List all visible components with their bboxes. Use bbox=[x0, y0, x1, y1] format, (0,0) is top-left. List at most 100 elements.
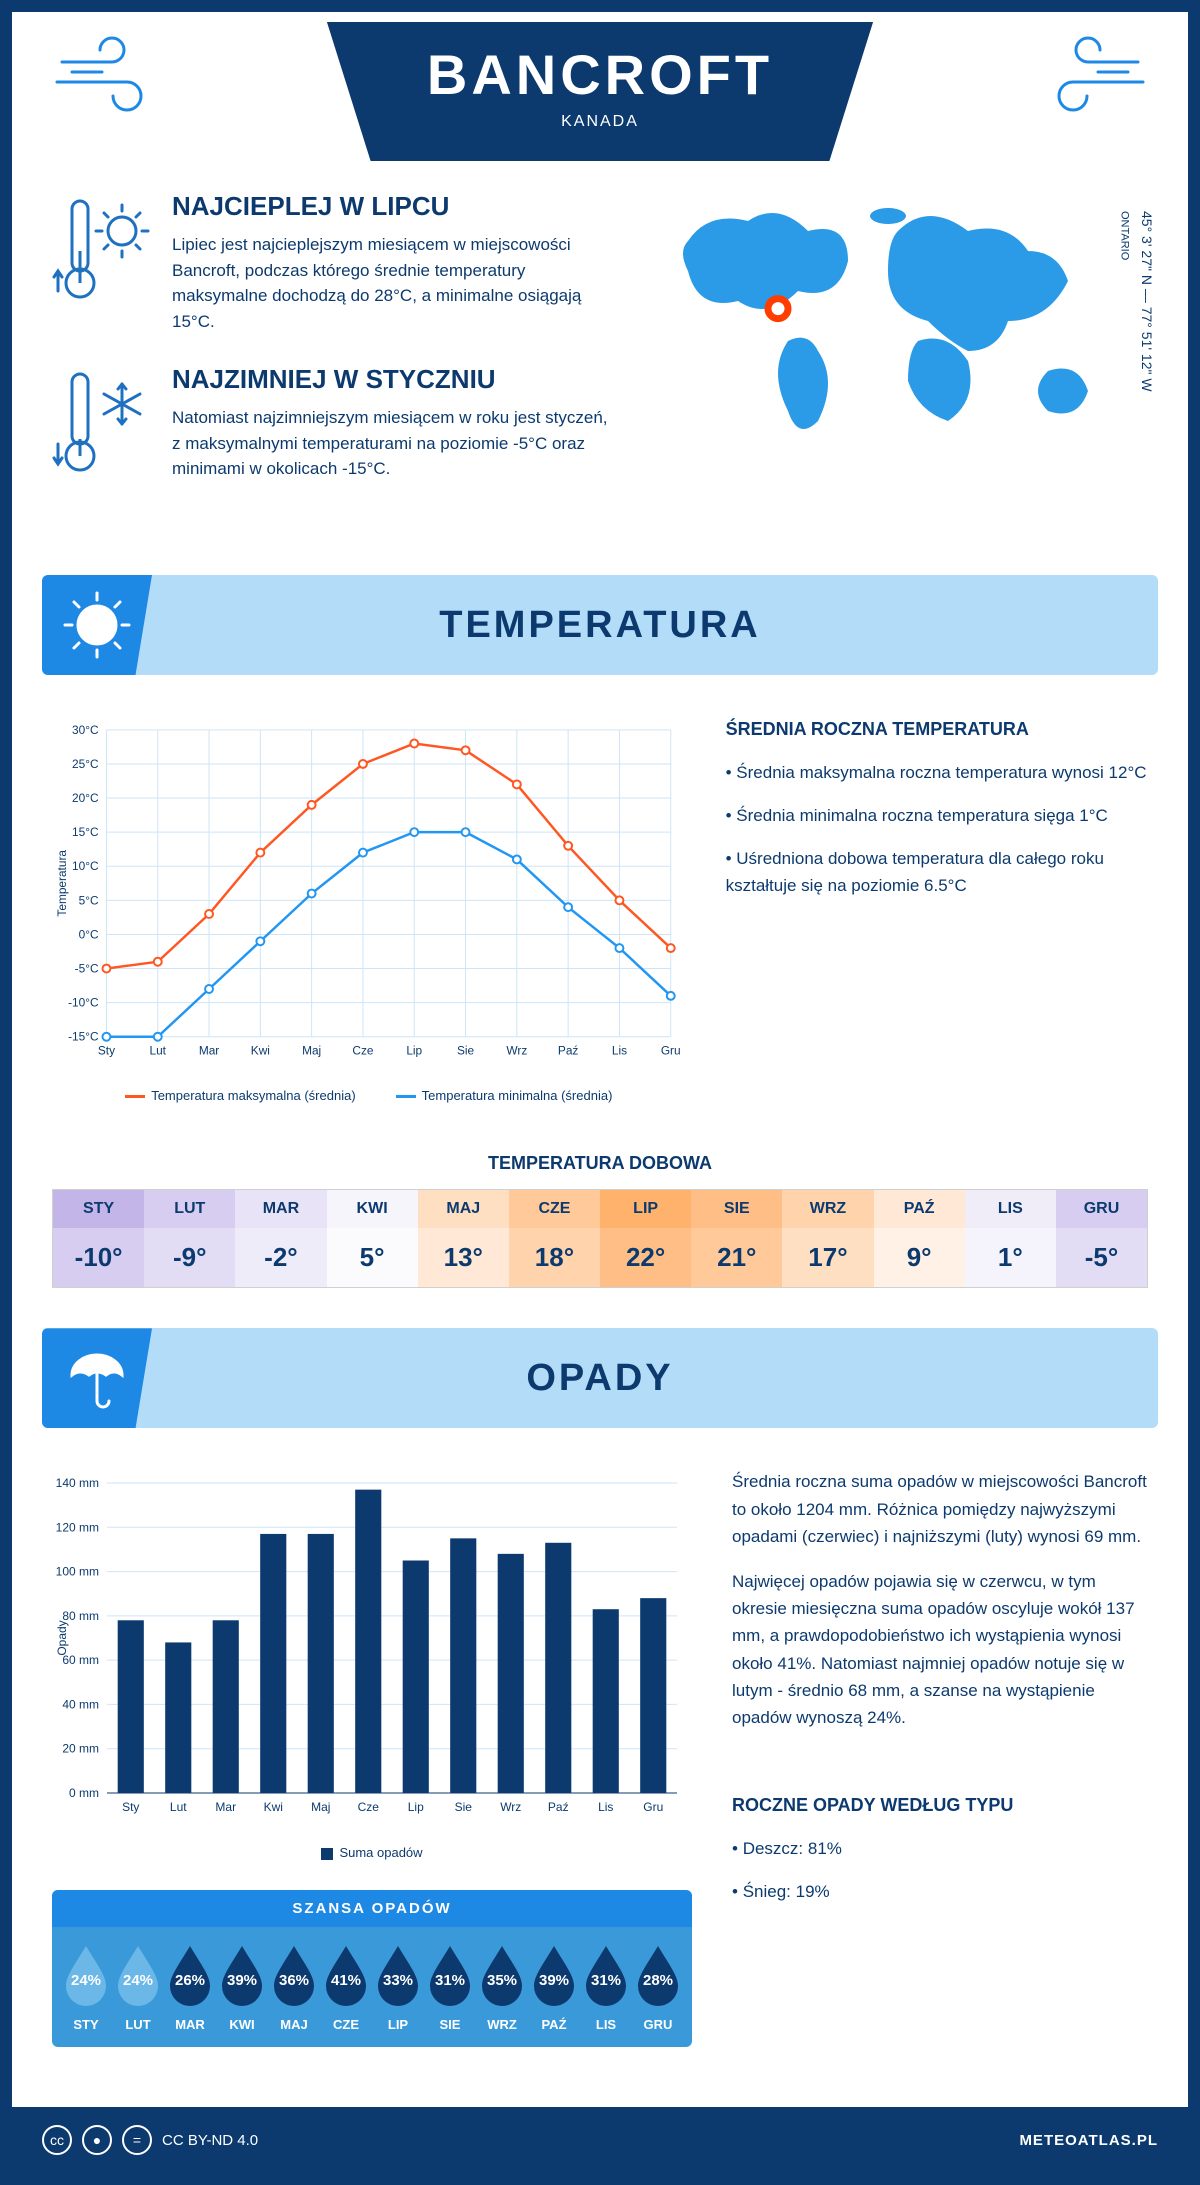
wind-icon-left bbox=[42, 22, 182, 135]
svg-text:Lut: Lut bbox=[150, 1044, 167, 1058]
coldest-block: NAJZIMNIEJ W STYCZNIU Natomiast najzimni… bbox=[52, 364, 608, 495]
daily-temp-table: STY-10°LUT-9°MAR-2°KWI5°MAJ13°CZE18°LIP2… bbox=[52, 1189, 1148, 1288]
precip-chance-title: SZANSA OPADÓW bbox=[52, 1890, 692, 1927]
thermometer-cold-icon bbox=[52, 364, 152, 495]
precip-chance-drop: 35% WRZ bbox=[476, 1942, 528, 2032]
precip-chance-drop: 28% GRU bbox=[632, 1942, 684, 2032]
precip-chance-drop: 24% STY bbox=[60, 1942, 112, 2032]
coldest-title: NAJZIMNIEJ W STYCZNIU bbox=[172, 364, 608, 395]
temp-table-col: WRZ17° bbox=[782, 1190, 873, 1287]
svg-text:-15°C: -15°C bbox=[68, 1030, 99, 1044]
svg-text:20°C: 20°C bbox=[72, 791, 99, 805]
temp-table-col: STY-10° bbox=[53, 1190, 144, 1287]
footer: cc ● = CC BY-ND 4.0 METEOATLAS.PL bbox=[12, 2107, 1188, 2173]
svg-text:Cze: Cze bbox=[352, 1044, 373, 1058]
svg-text:140 mm: 140 mm bbox=[56, 1476, 99, 1490]
precip-chance-drop: 36% MAJ bbox=[268, 1942, 320, 2032]
site-name: METEOATLAS.PL bbox=[1019, 2132, 1158, 2149]
svg-text:Mar: Mar bbox=[215, 1800, 236, 1814]
temperature-info: ŚREDNIA ROCZNA TEMPERATURA Średnia maksy… bbox=[726, 715, 1148, 1103]
cc-icon: cc bbox=[42, 2125, 72, 2155]
svg-text:120 mm: 120 mm bbox=[56, 1521, 99, 1535]
svg-text:15°C: 15°C bbox=[72, 825, 99, 839]
precip-para-2: Najwięcej opadów pojawia się w czerwcu, … bbox=[732, 1568, 1148, 1731]
svg-text:-10°C: -10°C bbox=[68, 996, 99, 1010]
infographic-frame: BANCROFT KANADA NAJCIEPLEJ W LIPCU Lipie… bbox=[0, 0, 1200, 2185]
coordinates-label: 45° 3' 27" N — 77° 51' 12" W ONTARIO bbox=[1113, 211, 1158, 392]
svg-text:Lis: Lis bbox=[612, 1044, 627, 1058]
precip-chance-drop: 33% LIP bbox=[372, 1942, 424, 2032]
svg-text:Mar: Mar bbox=[199, 1044, 219, 1058]
svg-text:Temperatura: Temperatura bbox=[55, 850, 69, 917]
temp-info-bullet: Uśredniona dobowa temperatura dla całego… bbox=[726, 845, 1148, 899]
temperature-chart: -15°C-10°C-5°C0°C5°C10°C15°C20°C25°C30°C… bbox=[52, 715, 686, 1103]
svg-text:25°C: 25°C bbox=[72, 757, 99, 771]
svg-text:Gru: Gru bbox=[661, 1044, 681, 1058]
svg-text:Lip: Lip bbox=[406, 1044, 422, 1058]
svg-text:0 mm: 0 mm bbox=[69, 1786, 99, 1800]
svg-text:Kwi: Kwi bbox=[251, 1044, 270, 1058]
svg-text:Sty: Sty bbox=[122, 1800, 139, 1814]
precip-chance-drop: 31% SIE bbox=[424, 1942, 476, 2032]
daily-temp-title: TEMPERATURA DOBOWA bbox=[12, 1153, 1188, 1174]
wind-icon-right bbox=[1018, 22, 1158, 135]
temp-table-col: GRU-5° bbox=[1056, 1190, 1147, 1287]
svg-text:40 mm: 40 mm bbox=[62, 1698, 99, 1712]
svg-text:30°C: 30°C bbox=[72, 723, 99, 737]
world-map: 45° 3' 27" N — 77° 51' 12" W ONTARIO bbox=[648, 191, 1148, 525]
temp-table-col: KWI5° bbox=[327, 1190, 418, 1287]
temp-table-col: CZE18° bbox=[509, 1190, 600, 1287]
license-text: CC BY-ND 4.0 bbox=[162, 2132, 258, 2149]
nd-icon: = bbox=[122, 2125, 152, 2155]
svg-text:Wrz: Wrz bbox=[500, 1800, 521, 1814]
svg-text:100 mm: 100 mm bbox=[56, 1565, 99, 1579]
precip-para-1: Średnia roczna suma opadów w miejscowośc… bbox=[732, 1468, 1148, 1550]
precip-chance-drop: 41% CZE bbox=[320, 1942, 372, 2032]
svg-text:Maj: Maj bbox=[302, 1044, 321, 1058]
precip-legend: Suma opadów bbox=[52, 1845, 692, 1860]
precip-section-header: OPADY bbox=[42, 1328, 1158, 1428]
temp-info-title: ŚREDNIA ROCZNA TEMPERATURA bbox=[726, 715, 1148, 744]
city-title: BANCROFT bbox=[427, 42, 773, 107]
temp-table-col: LIS1° bbox=[965, 1190, 1056, 1287]
svg-text:Lis: Lis bbox=[598, 1800, 613, 1814]
temp-table-col: PAŹ9° bbox=[874, 1190, 965, 1287]
precip-info: Średnia roczna suma opadów w miejscowośc… bbox=[732, 1468, 1148, 2047]
svg-text:Maj: Maj bbox=[311, 1800, 330, 1814]
svg-text:Sty: Sty bbox=[98, 1044, 115, 1058]
intro-section: NAJCIEPLEJ W LIPCU Lipiec jest najcieple… bbox=[12, 181, 1188, 555]
sun-icon bbox=[42, 575, 152, 675]
warmest-block: NAJCIEPLEJ W LIPCU Lipiec jest najcieple… bbox=[52, 191, 608, 334]
svg-text:20 mm: 20 mm bbox=[62, 1742, 99, 1756]
svg-text:Lip: Lip bbox=[408, 1800, 424, 1814]
svg-text:Cze: Cze bbox=[358, 1800, 380, 1814]
temp-info-bullet: Średnia maksymalna roczna temperatura wy… bbox=[726, 759, 1148, 786]
temperature-content: -15°C-10°C-5°C0°C5°C10°C15°C20°C25°C30°C… bbox=[12, 695, 1188, 1123]
precip-content: 0 mm20 mm40 mm60 mm80 mm100 mm120 mm140 … bbox=[12, 1448, 1188, 2067]
country-subtitle: KANADA bbox=[427, 113, 773, 131]
thermometer-hot-icon bbox=[52, 191, 152, 334]
precip-chart-col: 0 mm20 mm40 mm60 mm80 mm100 mm120 mm140 … bbox=[52, 1468, 692, 2047]
temperature-section-header: TEMPERATURA bbox=[42, 575, 1158, 675]
by-icon: ● bbox=[82, 2125, 112, 2155]
svg-text:Opady: Opady bbox=[55, 1621, 69, 1656]
precip-chance-drop: 26% MAR bbox=[164, 1942, 216, 2032]
svg-text:Gru: Gru bbox=[643, 1800, 663, 1814]
svg-text:0°C: 0°C bbox=[79, 927, 99, 941]
temp-table-col: LUT-9° bbox=[144, 1190, 235, 1287]
temp-table-col: SIE21° bbox=[691, 1190, 782, 1287]
warmest-text: Lipiec jest najcieplejszym miesiącem w m… bbox=[172, 232, 608, 334]
temp-table-col: MAJ13° bbox=[418, 1190, 509, 1287]
svg-text:Sie: Sie bbox=[455, 1800, 473, 1814]
precip-chance-drop: 24% LUT bbox=[112, 1942, 164, 2032]
title-banner: BANCROFT KANADA bbox=[327, 22, 873, 161]
svg-text:10°C: 10°C bbox=[72, 859, 99, 873]
precip-chance-panel: SZANSA OPADÓW 24% STY 24% LUT 26% MAR 39… bbox=[52, 1890, 692, 2047]
svg-text:Paź: Paź bbox=[548, 1800, 569, 1814]
license: cc ● = CC BY-ND 4.0 bbox=[42, 2125, 258, 2155]
precip-chance-drop: 39% KWI bbox=[216, 1942, 268, 2032]
precip-type-title: ROCZNE OPADY WEDŁUG TYPU bbox=[732, 1791, 1148, 1820]
precip-chart: 0 mm20 mm40 mm60 mm80 mm100 mm120 mm140 … bbox=[52, 1468, 692, 1828]
svg-text:Sie: Sie bbox=[457, 1044, 475, 1058]
svg-text:Kwi: Kwi bbox=[264, 1800, 283, 1814]
